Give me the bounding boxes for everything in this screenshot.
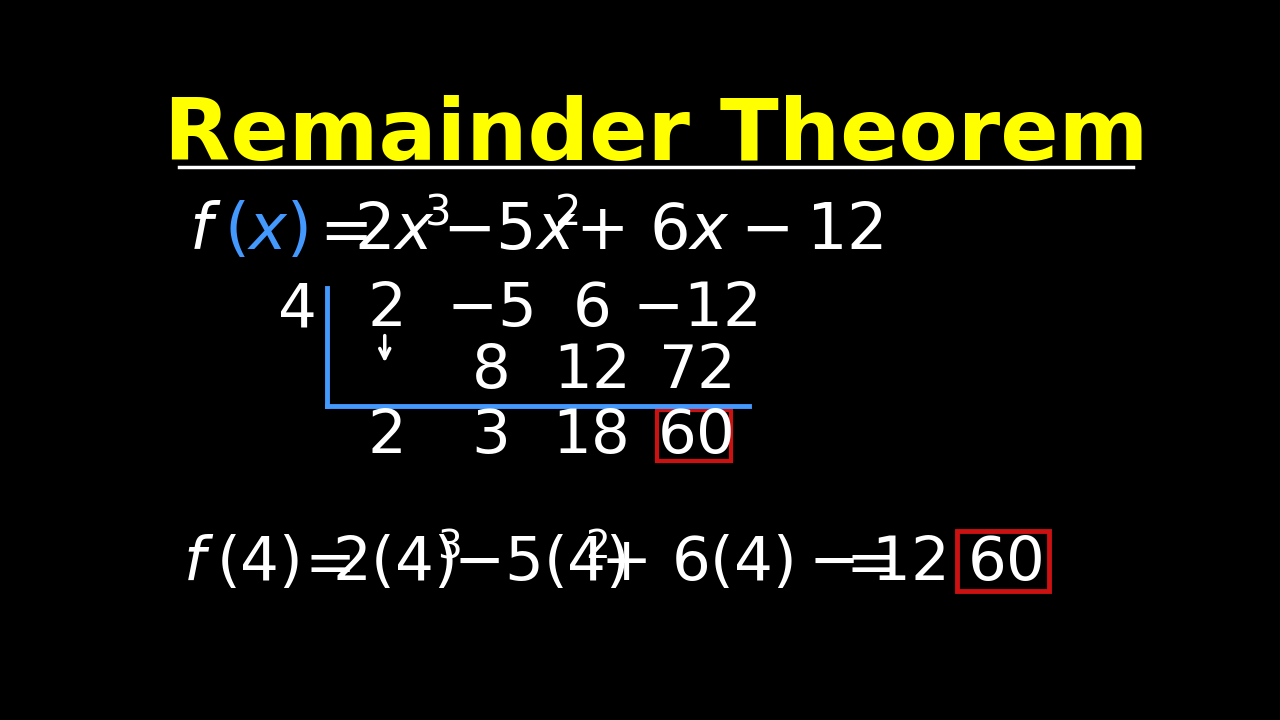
Text: $(4)$: $(4)$ xyxy=(216,534,300,593)
Text: Remainder Theorem: Remainder Theorem xyxy=(164,95,1148,178)
Text: $3$: $3$ xyxy=(471,408,507,467)
Text: $18$: $18$ xyxy=(553,408,628,467)
Text: $=$: $=$ xyxy=(293,534,352,593)
Text: $12$: $12$ xyxy=(553,342,627,401)
Text: $60$: $60$ xyxy=(966,534,1043,593)
Text: $+\ 6x - 12$: $+\ 6x - 12$ xyxy=(575,200,883,262)
Text: $=$: $=$ xyxy=(835,534,893,593)
Text: $-12$: $-12$ xyxy=(632,280,758,339)
Text: $2(4)$: $2(4)$ xyxy=(332,534,454,593)
Text: $=$: $=$ xyxy=(307,200,369,262)
Text: $f$: $f$ xyxy=(183,534,215,593)
Text: $2x$: $2x$ xyxy=(353,200,435,262)
Text: $+\ 6(4) - 12$: $+\ 6(4) - 12$ xyxy=(600,534,946,593)
Text: $6$: $6$ xyxy=(572,280,608,339)
Text: $4$: $4$ xyxy=(276,280,315,339)
Text: $-5(4)$: $-5(4)$ xyxy=(453,534,626,593)
Text: $3$: $3$ xyxy=(424,192,449,234)
Text: $2$: $2$ xyxy=(367,280,402,339)
Text: $-5$: $-5$ xyxy=(445,280,532,339)
Text: $60$: $60$ xyxy=(657,408,732,467)
Text: $(x)$: $(x)$ xyxy=(224,200,307,262)
Text: $2$: $2$ xyxy=(367,408,402,467)
Text: $-5x$: $-5x$ xyxy=(442,200,576,262)
Text: $3$: $3$ xyxy=(438,528,461,566)
Text: $f$: $f$ xyxy=(189,200,221,262)
Text: $72$: $72$ xyxy=(658,342,732,401)
Text: $2$: $2$ xyxy=(554,192,579,234)
Text: $2$: $2$ xyxy=(585,528,608,566)
Text: $8$: $8$ xyxy=(471,342,508,401)
